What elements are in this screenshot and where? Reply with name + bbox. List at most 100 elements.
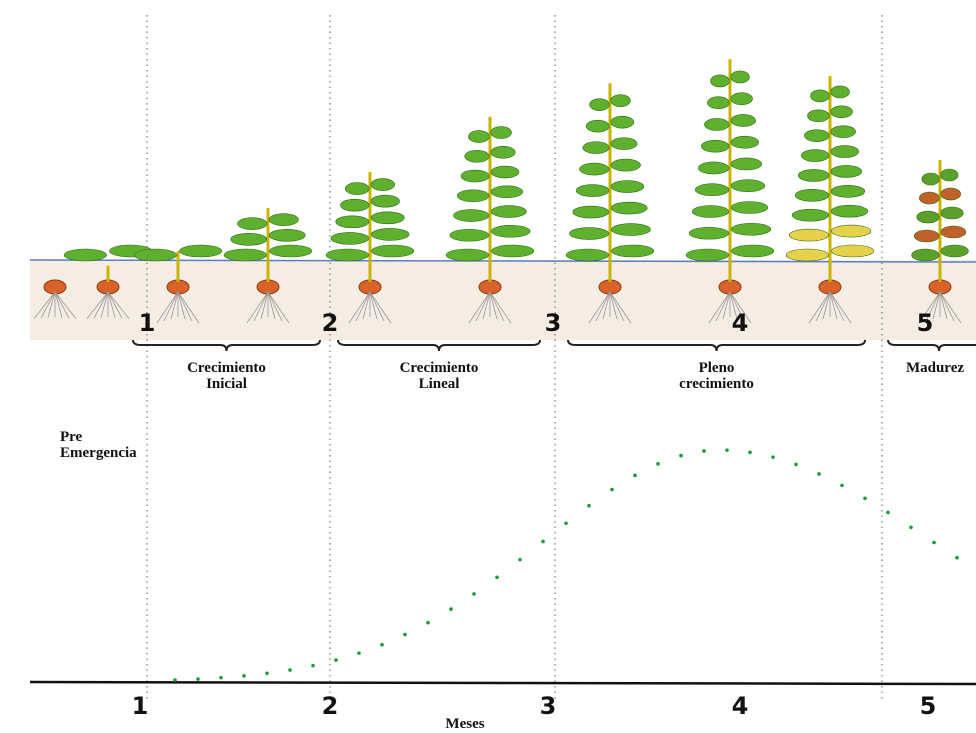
stage-label: Madurez <box>906 360 964 376</box>
leaf <box>831 86 850 98</box>
curve-dot <box>380 643 384 647</box>
leaf <box>611 138 637 150</box>
curve-dot <box>449 607 453 611</box>
x-tick-label: 3 <box>540 692 557 720</box>
leaf <box>941 226 966 238</box>
tuber <box>929 280 951 294</box>
leaf <box>831 146 859 158</box>
curve-dot <box>748 451 752 455</box>
pre-emergence-label: Pre <box>60 429 83 445</box>
leaf <box>731 71 750 83</box>
leaf <box>795 189 829 201</box>
leaf <box>224 249 266 261</box>
curve-dot <box>794 463 798 467</box>
curve-dot <box>840 484 844 488</box>
leaf <box>912 249 940 261</box>
curve-dot <box>725 448 729 452</box>
curve-dot <box>242 674 246 678</box>
curve-dot <box>288 668 292 672</box>
leaf <box>941 169 959 181</box>
leaf <box>269 229 305 241</box>
leaf <box>689 227 729 239</box>
leaf <box>611 159 641 171</box>
stage-marker: 3 <box>545 309 562 337</box>
curve-dot <box>679 454 683 458</box>
stage-marker: 4 <box>732 309 749 337</box>
leaf <box>731 223 771 235</box>
leaf <box>941 207 964 219</box>
time-axis <box>30 682 976 684</box>
stage-label: Lineal <box>419 376 460 392</box>
leaf <box>491 166 519 178</box>
leaf <box>457 190 489 202</box>
leaf <box>941 245 969 257</box>
leaf <box>454 210 489 222</box>
leaf <box>586 120 609 132</box>
leaf <box>686 249 729 261</box>
leaf <box>801 150 829 162</box>
leaf <box>831 126 856 138</box>
leaf <box>465 150 489 162</box>
curve-dot <box>771 455 775 459</box>
leaf <box>238 218 268 230</box>
brace <box>338 340 540 351</box>
stage-label: Inicial <box>206 376 247 392</box>
tuber <box>479 280 501 294</box>
x-tick-label: 5 <box>920 692 937 720</box>
leaf <box>611 95 631 107</box>
curve-dot <box>610 488 614 492</box>
leaf <box>231 233 267 245</box>
leaf <box>922 173 940 185</box>
curve-dot <box>541 540 545 544</box>
leaf <box>371 212 404 224</box>
leaf <box>371 195 400 207</box>
leaf <box>611 224 650 236</box>
x-tick-label: 2 <box>322 692 339 720</box>
stage-dividers <box>147 15 882 700</box>
leaf <box>941 188 961 200</box>
tuber <box>719 280 741 294</box>
leaf <box>611 245 654 257</box>
leaf <box>919 192 939 204</box>
leaf <box>576 185 609 197</box>
curve-dot <box>219 676 223 680</box>
leaf <box>731 93 753 105</box>
curve-dot <box>426 621 430 625</box>
leaf <box>704 118 729 130</box>
stage-label: Crecimiento <box>400 360 479 376</box>
stage-marker: 1 <box>139 309 156 337</box>
curve-dot <box>173 678 177 682</box>
leaf <box>731 136 759 148</box>
leaf <box>371 245 414 257</box>
leaf <box>831 205 868 217</box>
leaf <box>731 245 774 257</box>
stage-marker: 2 <box>322 309 339 337</box>
curve-dot <box>357 651 361 655</box>
leaf <box>698 162 729 174</box>
leaf <box>590 99 610 111</box>
brace <box>888 340 976 351</box>
leaf <box>468 131 489 143</box>
leaf <box>731 201 768 213</box>
leaf <box>789 229 829 241</box>
stage-label: Pleno <box>699 360 735 376</box>
stage-label: crecimiento <box>679 376 754 392</box>
leaf <box>786 249 829 261</box>
curve-dot <box>955 556 959 560</box>
axis-title: Meses <box>445 716 484 732</box>
leaf <box>917 211 940 223</box>
leaf <box>711 75 730 87</box>
curve-dot <box>909 526 913 530</box>
growth-diagram: Meses 12345CrecimientoInicialCrecimiento… <box>0 0 976 733</box>
leaf <box>807 110 829 122</box>
stage-label: Crecimiento <box>187 360 266 376</box>
leaf <box>491 206 526 218</box>
leaf <box>566 249 609 261</box>
leaf <box>804 130 829 142</box>
leaf <box>450 229 489 241</box>
curve-dot <box>863 497 867 501</box>
curve-dot <box>403 633 407 637</box>
leaf <box>695 184 729 196</box>
leaf <box>64 249 107 261</box>
leaf <box>831 165 862 177</box>
